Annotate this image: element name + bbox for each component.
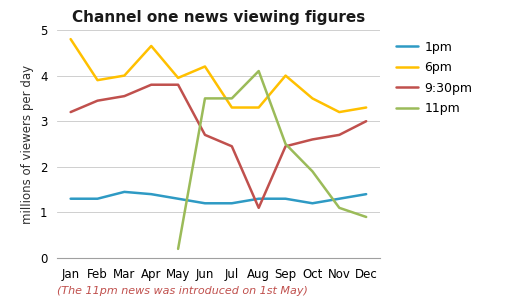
Y-axis label: millions of viewers per day: millions of viewers per day: [21, 64, 34, 224]
6pm: [68, 37, 74, 41]
11pm: [202, 97, 208, 100]
1pm: [175, 197, 181, 200]
11pm: [256, 69, 262, 73]
6pm: [148, 44, 154, 48]
Text: (The 11pm news was introduced on 1st May): (The 11pm news was introduced on 1st May…: [57, 286, 308, 296]
1pm: [68, 197, 74, 200]
6pm: [175, 76, 181, 80]
11pm: [363, 215, 369, 219]
1pm: [148, 192, 154, 196]
1pm: [336, 197, 342, 200]
Line: 6pm: 6pm: [71, 39, 366, 112]
Line: 11pm: 11pm: [178, 71, 366, 249]
6pm: [309, 97, 316, 100]
9:30pm: [363, 119, 369, 123]
6pm: [229, 106, 235, 109]
9:30pm: [175, 83, 181, 86]
Title: Channel one news viewing figures: Channel one news viewing figures: [72, 10, 365, 25]
9:30pm: [256, 206, 262, 210]
9:30pm: [121, 94, 127, 98]
6pm: [282, 74, 289, 77]
9:30pm: [309, 138, 316, 141]
1pm: [256, 197, 262, 200]
9:30pm: [202, 133, 208, 137]
9:30pm: [229, 145, 235, 148]
6pm: [256, 106, 262, 109]
6pm: [121, 74, 127, 77]
1pm: [202, 202, 208, 205]
1pm: [95, 197, 101, 200]
1pm: [121, 190, 127, 194]
1pm: [229, 202, 235, 205]
9:30pm: [95, 99, 101, 103]
11pm: [229, 97, 235, 100]
Line: 9:30pm: 9:30pm: [71, 85, 366, 208]
1pm: [363, 192, 369, 196]
11pm: [336, 206, 342, 210]
6pm: [363, 106, 369, 109]
11pm: [309, 169, 316, 173]
9:30pm: [282, 145, 289, 148]
1pm: [309, 202, 316, 205]
11pm: [175, 247, 181, 251]
6pm: [95, 78, 101, 82]
6pm: [202, 65, 208, 68]
6pm: [336, 110, 342, 114]
9:30pm: [68, 110, 74, 114]
Legend: 1pm, 6pm, 9:30pm, 11pm: 1pm, 6pm, 9:30pm, 11pm: [396, 41, 472, 115]
Line: 1pm: 1pm: [71, 192, 366, 203]
1pm: [282, 197, 289, 200]
9:30pm: [336, 133, 342, 137]
11pm: [282, 142, 289, 146]
9:30pm: [148, 83, 154, 86]
